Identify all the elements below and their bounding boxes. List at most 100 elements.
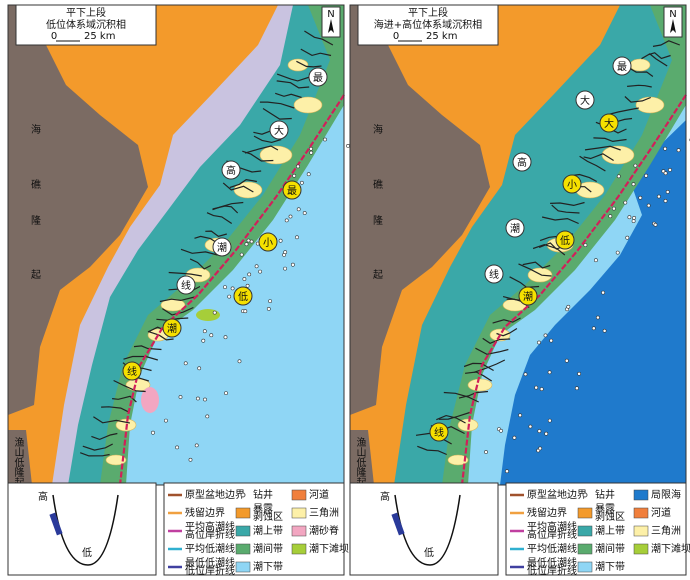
river bbox=[579, 155, 606, 172]
north-label: N bbox=[669, 9, 676, 20]
well bbox=[302, 211, 307, 215]
region-label: 起 bbox=[31, 269, 41, 281]
river bbox=[436, 414, 466, 424]
river bbox=[113, 379, 146, 393]
well bbox=[309, 150, 314, 155]
river bbox=[417, 445, 447, 456]
well bbox=[249, 239, 254, 244]
delta bbox=[629, 58, 651, 72]
river bbox=[550, 201, 585, 207]
well bbox=[593, 258, 598, 263]
well bbox=[627, 215, 632, 220]
title-box bbox=[15, 4, 157, 46]
well bbox=[323, 137, 327, 142]
river bbox=[296, 60, 322, 68]
well bbox=[616, 174, 621, 179]
legend-label: 三角洲 bbox=[651, 525, 681, 537]
legend-label: 潮砂脊 bbox=[309, 524, 339, 537]
legend-label: 高位岸折线 bbox=[185, 528, 235, 541]
low-tide-marker bbox=[122, 361, 142, 381]
river bbox=[253, 135, 282, 144]
well bbox=[246, 238, 251, 243]
river bbox=[180, 248, 218, 256]
north-label: N bbox=[327, 9, 334, 20]
delta bbox=[635, 96, 665, 114]
legend-swatch bbox=[633, 543, 649, 555]
well bbox=[247, 272, 252, 277]
river bbox=[463, 362, 494, 372]
legend-swatch bbox=[633, 489, 649, 501]
inset-box bbox=[349, 482, 499, 576]
well bbox=[547, 418, 552, 423]
legend-label: 潮下滩坝 bbox=[651, 542, 690, 555]
well bbox=[290, 262, 295, 267]
well bbox=[591, 326, 596, 331]
high-tide-marker bbox=[575, 90, 595, 110]
well bbox=[549, 338, 554, 343]
well bbox=[163, 418, 168, 423]
well bbox=[663, 146, 668, 151]
basin-boundary bbox=[460, 94, 687, 486]
low-tide-label: 小 bbox=[567, 179, 577, 191]
well bbox=[188, 457, 193, 462]
river bbox=[443, 391, 479, 403]
well bbox=[178, 395, 183, 399]
legend-box bbox=[505, 482, 687, 576]
inset-box bbox=[7, 482, 157, 576]
river bbox=[628, 67, 654, 77]
legend-swatch bbox=[240, 492, 246, 498]
river bbox=[304, 30, 334, 46]
river bbox=[482, 337, 511, 344]
legend-swatch bbox=[291, 507, 307, 519]
high-tide-label: 最 bbox=[617, 61, 627, 73]
river bbox=[518, 263, 552, 277]
river bbox=[212, 205, 239, 214]
scale-label: 0 bbox=[51, 31, 57, 42]
legend-swatch bbox=[291, 543, 307, 555]
delta bbox=[259, 145, 293, 165]
title-box bbox=[357, 4, 499, 46]
well bbox=[611, 206, 616, 211]
legend-label: 潮下带 bbox=[595, 560, 625, 573]
title-line: 平下上段 bbox=[66, 6, 106, 19]
low-tide-marker bbox=[233, 286, 253, 306]
low-tide-label: 小 bbox=[263, 237, 273, 249]
well bbox=[632, 215, 637, 220]
legend-label: 潮间带 bbox=[253, 542, 283, 555]
river bbox=[276, 73, 312, 82]
well bbox=[292, 173, 297, 178]
high-tide-marker bbox=[484, 264, 504, 284]
low-tide-marker bbox=[258, 232, 278, 252]
low-uplift bbox=[350, 430, 374, 485]
well bbox=[205, 414, 210, 419]
delta bbox=[287, 58, 309, 72]
river bbox=[168, 271, 202, 277]
river bbox=[275, 92, 302, 99]
well bbox=[288, 214, 293, 219]
well bbox=[223, 335, 228, 340]
well bbox=[183, 361, 188, 366]
well bbox=[663, 171, 668, 176]
legend-swatch bbox=[582, 492, 588, 498]
well bbox=[595, 315, 600, 320]
north-arrow bbox=[670, 19, 676, 33]
legend-label: 平均高潮线 bbox=[185, 520, 235, 533]
river bbox=[112, 395, 137, 403]
low-tide-label: 低 bbox=[560, 234, 570, 247]
legend-label: 最低低潮线 bbox=[185, 556, 235, 569]
well bbox=[212, 310, 217, 315]
well bbox=[547, 370, 552, 375]
delta bbox=[293, 96, 323, 114]
river bbox=[229, 178, 257, 189]
river bbox=[259, 101, 295, 109]
tidal-sand-ridge bbox=[141, 387, 159, 413]
curve-label: 高 bbox=[380, 490, 390, 503]
well bbox=[284, 218, 289, 223]
legend-label: 局限海 bbox=[651, 488, 681, 501]
well bbox=[631, 182, 636, 187]
legend-label: 潮上带 bbox=[253, 524, 283, 537]
legend-label: 河道 bbox=[651, 506, 671, 519]
low-tide-label: 大 bbox=[604, 117, 614, 130]
river bbox=[206, 212, 233, 224]
